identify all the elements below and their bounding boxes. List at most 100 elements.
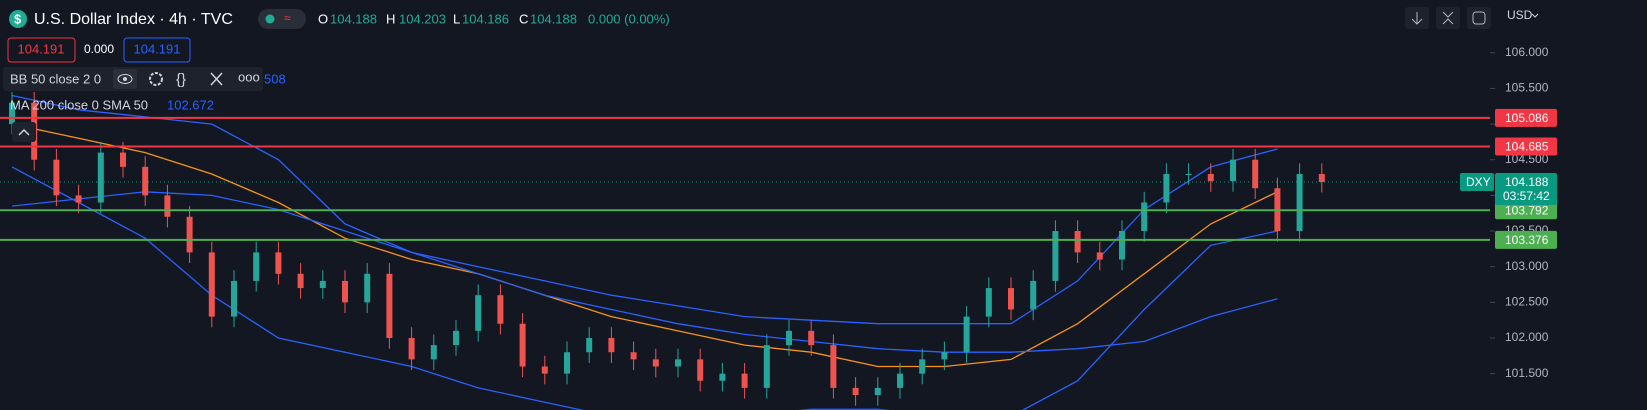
candle-body [408,337,415,360]
y-tick-label: 106.000 [1505,45,1549,59]
candle-body [364,273,371,303]
sell-price: 104.191 [18,41,65,56]
candle-body [186,216,193,253]
candle-body [253,252,260,281]
last-symbol-box [1460,172,1494,191]
spread: 0.000 [84,42,114,56]
price-axis-labels: 101.500102.000102.500103.000103.500104.0… [1460,45,1557,380]
candle-body [1119,231,1125,260]
bb-value: 508 [264,71,286,86]
level-label: 105.086 [1505,111,1549,125]
symbol-title: U.S. Dollar Index · 4h · TVC [34,11,233,28]
candle-body [1008,288,1014,310]
status-icon: ≈ [284,11,291,25]
countdown: 03:57:42 [1503,189,1550,203]
ohlc-value: 104.188 [330,11,377,26]
remove-icon[interactable] [210,72,223,86]
status-toggle[interactable] [258,9,306,29]
collapse-button[interactable] [12,122,36,142]
indicator-line [11,191,1278,353]
candle-body [1207,173,1214,182]
eye-icon [117,74,133,84]
candle-body [497,295,504,324]
y-tick-label: 105.500 [1505,81,1549,95]
settings-icon[interactable] [149,72,163,86]
screenshot-button[interactable] [1467,7,1491,29]
indicator-line [11,123,1278,368]
ohlc-value: 104.203 [399,11,446,26]
candle-body [1185,173,1192,175]
candle-body [919,359,926,374]
candle-body [897,373,903,388]
more-icon[interactable]: ooo [238,69,260,84]
ohlc-key: L [453,11,460,26]
y-tick-label: 102.500 [1505,295,1549,309]
last-price: 104.188 [1505,175,1549,189]
y-tick-label: 103.000 [1505,259,1549,273]
buy-box[interactable] [123,37,191,63]
ohlc-key: H [386,11,395,26]
eye-pupil [123,77,127,81]
candle-body [786,330,792,346]
level-label: 103.792 [1505,203,1549,217]
symbol-icon-glyph: $ [14,11,22,26]
candle-body [1074,231,1081,253]
screenshot-icon [1472,11,1486,25]
candle-body [1052,231,1059,281]
candle-body [1252,159,1259,189]
candle-body [541,366,548,374]
indicator-line [11,166,1278,410]
candle-body [874,387,881,396]
level-label: 103.376 [1505,233,1549,247]
bb-label: BB 50 close 2 0 [10,71,101,86]
candle-body [1318,173,1325,182]
candle-body [275,252,282,274]
y-tick-label: 102.000 [1505,330,1549,344]
level-label-box [1495,108,1557,127]
ohlc-value: 104.188 [530,11,577,26]
candle-body [1296,173,1303,232]
candle-body [1163,173,1170,203]
candle-body [808,330,815,346]
candle-body [231,280,237,317]
candle-body [830,345,837,388]
candle-body [9,102,15,125]
change: 0.000 (0.00%) [588,11,670,26]
candle-body [453,330,459,346]
candle-body [608,337,615,353]
level-label-box [1495,230,1557,249]
candle-body [386,273,393,338]
candle-body [97,152,104,203]
ohlc-key: O [318,11,328,26]
source-icon[interactable]: {} [176,71,186,88]
currency-caret [1531,13,1539,18]
last-symbol: DXY [1466,175,1491,189]
fit-button[interactable] [1436,7,1460,29]
candle-body [1230,159,1236,182]
ohlc-key: C [519,11,528,26]
candle-body [430,345,437,360]
candle-body [985,288,992,317]
candle-body [519,323,526,367]
candle-body [208,252,215,317]
candle-body [164,195,171,217]
candle-body [941,352,948,360]
status-dot [265,14,275,24]
candle-body [675,359,681,367]
candle-body [53,159,60,196]
sell-box[interactable] [7,37,76,63]
buy-price: 104.191 [134,41,181,56]
currency[interactable]: USD [1507,8,1533,22]
fit-icon [1442,11,1454,25]
level-label-box [1495,201,1557,220]
candle-body [719,373,726,381]
indicator-line [11,94,1278,325]
ohlc-value: 104.186 [462,11,509,26]
candle-body [697,359,704,381]
candle-body [963,316,970,353]
candle-body [763,345,770,388]
candle-body [120,152,126,167]
ma-label: MA 200 close 0 SMA 50 [10,97,148,112]
candle-body [652,359,659,367]
